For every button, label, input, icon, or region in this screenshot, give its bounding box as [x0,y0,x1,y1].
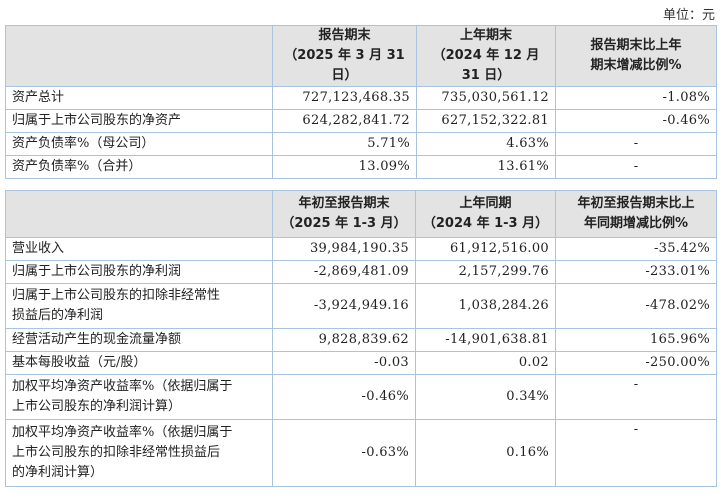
prior-value: 735,030,561.12 [416,86,556,110]
change-value: -250.00% [555,351,717,375]
change-value: 165.96% [555,328,717,352]
current-value: -0.46% [272,374,416,420]
change-value: - [555,132,717,156]
unit-label: 单位：元 [662,8,715,23]
change-value: -35.42% [555,237,717,261]
table-row: 经营活动产生的现金流量净额 9,828,839.62 -14,901,638.8… [5,328,717,352]
header-blank [5,190,273,238]
header-prior-period: 上年期末 （2024 年 12 月 31 日） [416,25,556,87]
row-label: 营业收入 [5,237,273,261]
row-label: 加权平均净资产收益率%（依据归属于 上市公司股东的扣除非经常性损益后 的净利润计… [5,419,273,487]
change-value: -233.01% [555,260,717,284]
table-row: 归属于上市公司股东的扣除非经常性 损益后的净利润 -3,924,949.16 1… [5,283,717,329]
change-value: -478.02% [555,283,717,329]
prior-value: 0.34% [415,374,556,420]
row-label: 资产总计 [5,86,273,110]
row-label: 归属于上市公司股东的净资产 [5,109,273,133]
change-value: - [555,419,717,487]
current-value: 5.71% [272,132,417,156]
current-value: 9,828,839.62 [272,328,416,352]
current-value: -0.63% [272,419,416,487]
prior-value: -14,901,638.81 [415,328,556,352]
prior-value: 13.61% [416,155,556,179]
change-value: - [555,155,717,179]
current-value: 727,123,468.35 [272,86,417,110]
table-row: 资产总计 727,123,468.35 735,030,561.12 -1.08… [5,86,717,110]
row-label: 归属于上市公司股东的扣除非经常性 损益后的净利润 [5,283,273,329]
header-change-pct: 报告期末比上年 期末增减比例% [555,25,717,87]
table-row: 归属于上市公司股东的净利润 -2,869,481.09 2,157,299.76… [5,260,717,284]
current-value: -0.03 [272,351,416,375]
prior-value: 4.63% [416,132,556,156]
change-value: -1.08% [555,86,717,110]
table-row: 资产负债率%（合并） 13.09% 13.61% - [5,155,717,179]
prior-value: 0.02 [415,351,556,375]
header-change-pct: 年初至报告期末比上 年同期增减比例% [555,190,717,238]
prior-value: 1,038,284.26 [415,283,556,329]
prior-value: 627,152,322.81 [416,109,556,133]
table-row: 加权平均净资产收益率%（依据归属于 上市公司股东的扣除非经常性损益后 的净利润计… [5,419,717,487]
change-value: - [555,374,717,420]
header-same-period-last-year: 上年同期 （2024 年 1-3 月） [415,190,556,238]
prior-value: 61,912,516.00 [415,237,556,261]
change-value: -0.46% [555,109,717,133]
row-label: 经营活动产生的现金流量净额 [5,328,273,352]
current-value: 13.09% [272,155,417,179]
income-summary-table: 年初至报告期末 （2025 年 1-3 月） 上年同期 （2024 年 1-3 … [5,190,717,487]
table-row: 基本每股收益（元/股） -0.03 0.02 -250.00% [5,351,717,375]
current-value: -2,869,481.09 [272,260,416,284]
header-ytd-current: 年初至报告期末 （2025 年 1-3 月） [272,190,416,238]
header-blank [5,25,273,87]
row-label: 基本每股收益（元/股） [5,351,273,375]
current-value: -3,924,949.16 [272,283,416,329]
current-value: 39,984,190.35 [272,237,416,261]
table-header-row: 报告期末 （2025 年 3 月 31 日） 上年期末 （2024 年 12 月… [5,25,717,87]
header-current-period: 报告期末 （2025 年 3 月 31 日） [272,25,417,87]
row-label: 加权平均净资产收益率%（依据归属于 上市公司股东的净利润计算） [5,374,273,420]
table-row: 营业收入 39,984,190.35 61,912,516.00 -35.42% [5,237,717,261]
row-label: 归属于上市公司股东的净利润 [5,260,273,284]
row-label: 资产负债率%（合并） [5,155,273,179]
table-row: 归属于上市公司股东的净资产 624,282,841.72 627,152,322… [5,109,717,133]
table-header-row: 年初至报告期末 （2025 年 1-3 月） 上年同期 （2024 年 1-3 … [5,190,717,238]
prior-value: 0.16% [415,419,556,487]
table-row: 加权平均净资产收益率%（依据归属于 上市公司股东的净利润计算） -0.46% 0… [5,374,717,420]
table-row: 资产负债率%（母公司） 5.71% 4.63% - [5,132,717,156]
row-label: 资产负债率%（母公司） [5,132,273,156]
prior-value: 2,157,299.76 [415,260,556,284]
current-value: 624,282,841.72 [272,109,417,133]
balance-sheet-summary-table: 报告期末 （2025 年 3 月 31 日） 上年期末 （2024 年 12 月… [5,25,717,179]
